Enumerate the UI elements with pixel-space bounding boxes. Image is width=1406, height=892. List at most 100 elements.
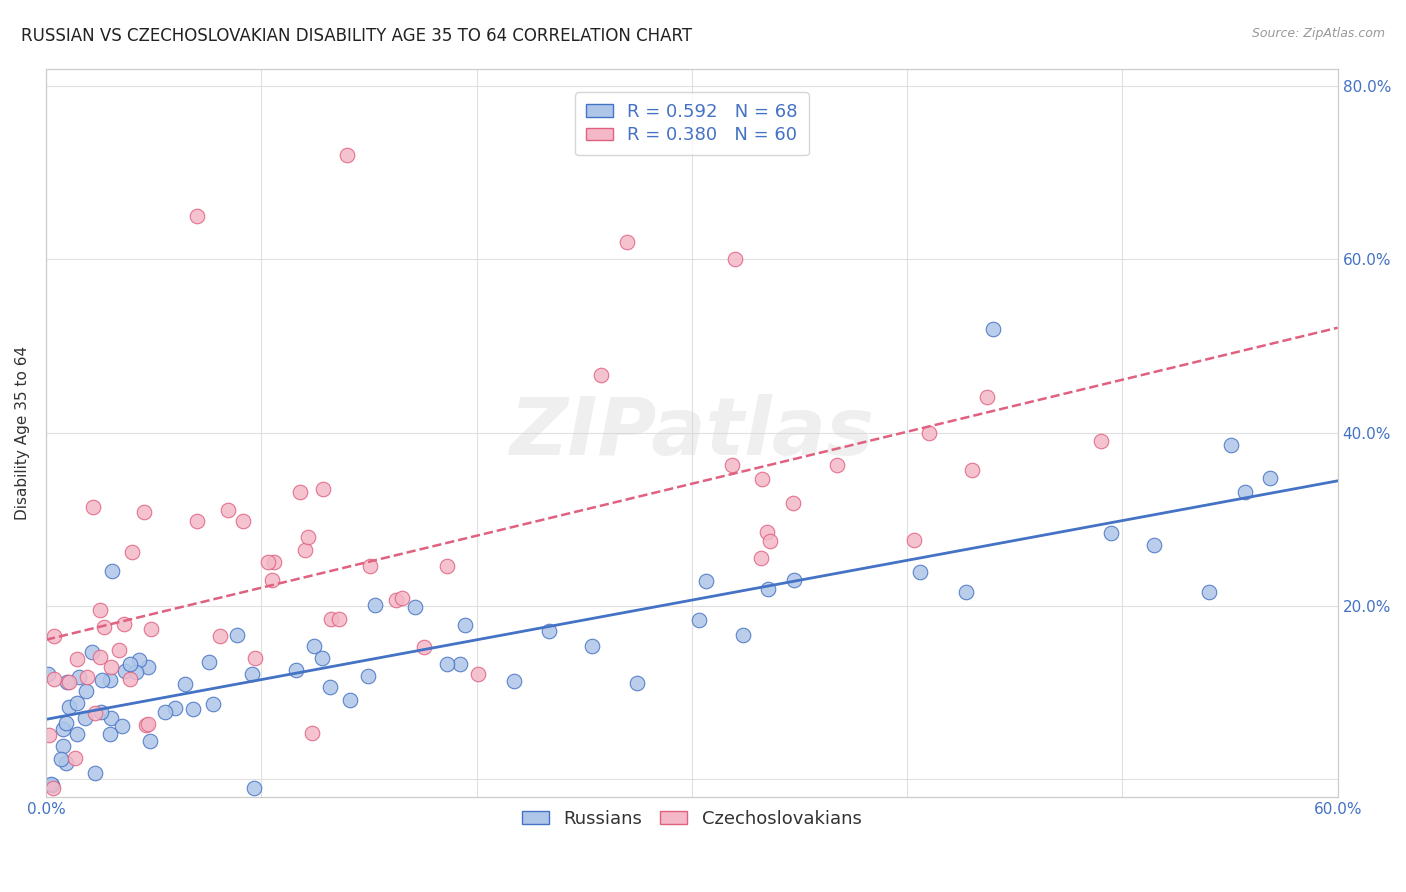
Point [294,542,316,557]
Point [720,458,742,472]
Point [751,472,773,486]
Point [1219,438,1241,452]
Point [1234,485,1257,500]
Point [89,603,111,617]
Point [918,425,941,440]
Point [58,699,80,714]
Point [783,573,806,587]
Point [356,668,378,682]
Point [114,665,136,679]
Point [284,663,307,677]
Point [120,657,142,671]
Point [1258,470,1281,484]
Point [84,766,107,780]
Point [731,628,754,642]
Point [112,617,135,632]
Point [55,715,77,730]
Point [44,630,66,644]
Point [756,582,779,596]
Point [502,674,524,689]
Point [759,534,782,549]
Point [589,368,612,383]
Point [75,711,97,725]
Point [93,620,115,634]
Point [101,564,124,578]
Point [226,628,249,642]
Point [181,702,204,716]
Point [260,573,283,587]
Point [98,726,121,740]
Point [302,639,325,653]
Point [42,781,65,796]
Point [39,777,62,791]
Point [66,727,89,741]
Point [385,593,408,607]
Point [404,599,426,614]
Point [128,653,150,667]
Point [1090,434,1112,449]
Point [232,514,254,528]
Point [256,555,278,569]
Legend: Russians, Czechoslovakians: Russians, Czechoslovakians [515,803,869,835]
Point [363,598,385,612]
Point [413,640,436,654]
Point [955,585,977,599]
Point [688,613,710,627]
Point [55,756,77,770]
Point [49,751,72,765]
Text: Source: ZipAtlas.com: Source: ZipAtlas.com [1251,27,1385,40]
Point [339,692,361,706]
Point [37,666,59,681]
Point [1198,585,1220,599]
Point [449,657,471,672]
Point [319,680,342,694]
Point [217,502,239,516]
Point [82,645,104,659]
Point [311,650,333,665]
Point [910,565,932,579]
Point [243,650,266,665]
Point [749,551,772,566]
Point [695,574,717,588]
Point [208,629,231,643]
Point [52,722,75,736]
Point [56,674,79,689]
Point [153,705,176,719]
Point [136,716,159,731]
Point [467,667,489,681]
Point [197,655,219,669]
Point [63,751,86,765]
Point [243,781,266,796]
Point [328,612,350,626]
Point [436,559,458,574]
Text: RUSSIAN VS CZECHOSLOVAKIAN DISABILITY AGE 35 TO 64 CORRELATION CHART: RUSSIAN VS CZECHOSLOVAKIAN DISABILITY AG… [21,27,692,45]
Point [83,706,105,721]
Text: ZIPatlas: ZIPatlas [509,393,875,472]
Point [436,657,458,671]
Point [782,495,804,509]
Point [42,672,65,686]
Point [359,558,381,573]
Point [202,697,225,711]
Point [76,670,98,684]
Point [756,525,779,540]
Point [139,734,162,748]
Point [100,673,122,687]
Point [58,674,80,689]
Point [89,649,111,664]
Point [121,545,143,559]
Point [288,485,311,500]
Point [75,684,97,698]
Point [82,500,104,515]
Point [41,778,63,792]
Point [336,148,359,162]
Point [90,705,112,719]
Point [626,676,648,690]
Point [581,639,603,653]
Point [38,728,60,742]
Point [66,652,89,666]
Point [825,458,848,472]
Point [91,673,114,687]
Point [135,718,157,732]
Point [163,701,186,715]
